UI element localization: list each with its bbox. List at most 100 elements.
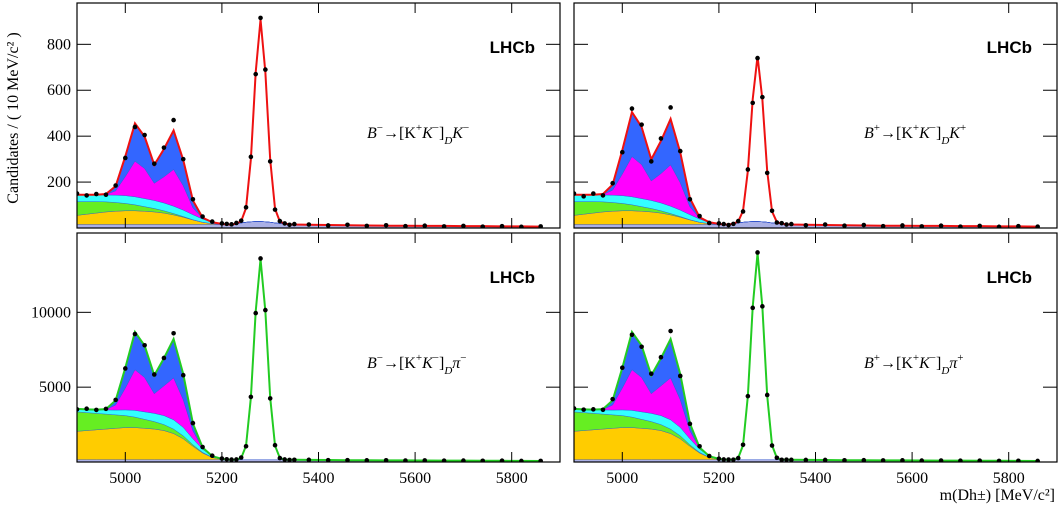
y-tick-label: 600 [47, 82, 71, 99]
signal-curve [574, 56, 1038, 228]
decay-part: K [948, 125, 961, 142]
decay-part: B [367, 355, 377, 372]
data-point [132, 331, 138, 337]
data-point [282, 221, 287, 226]
plot-area [77, 256, 543, 462]
data-point [123, 155, 128, 161]
decay-part: D [443, 365, 452, 377]
data-point [1035, 458, 1040, 462]
decay-part: − [460, 352, 466, 364]
data-point [740, 209, 746, 214]
data-point [238, 218, 244, 223]
data-point [263, 307, 268, 313]
data-point [726, 457, 731, 462]
data-point [668, 328, 673, 334]
data-point [499, 223, 505, 228]
decay-part: →[K [383, 355, 416, 372]
data-point [345, 457, 350, 462]
decay-part: + [416, 122, 422, 134]
decay-part: ] [439, 125, 444, 142]
data-point [209, 453, 215, 459]
data-point [84, 193, 89, 198]
decay-part: →[K [383, 125, 416, 142]
data-point [880, 458, 886, 462]
data-point [803, 457, 809, 462]
data-point [180, 156, 186, 162]
data-point [113, 183, 118, 188]
decay-part: + [913, 352, 919, 364]
data-point [142, 342, 147, 348]
decay-part: D [940, 365, 949, 377]
decay-part: K [918, 125, 931, 142]
data-point [996, 458, 1002, 462]
data-point [620, 149, 625, 155]
decay-label: B+→[K+K−]Dπ+ [864, 352, 964, 377]
decay-part: K [421, 125, 434, 142]
data-point [774, 220, 780, 225]
data-point [880, 223, 886, 228]
data-point [760, 94, 765, 100]
data-point [958, 224, 963, 228]
data-point [822, 457, 828, 462]
data-point [842, 223, 847, 228]
data-point [243, 443, 249, 449]
data-point [620, 365, 625, 371]
component-area [574, 427, 1038, 462]
signal-curve [77, 19, 541, 228]
decay-part: D [443, 135, 452, 147]
data-point [258, 15, 263, 21]
decay-part: →[K [880, 355, 913, 372]
decay-part: + [416, 352, 422, 364]
data-point [731, 221, 736, 227]
data-point [171, 117, 176, 123]
data-point [461, 223, 466, 228]
data-point [755, 55, 760, 61]
decay-part: D [940, 135, 949, 147]
x-tick-label: 5200 [703, 470, 735, 487]
decay-part: ] [936, 355, 941, 372]
data-point [639, 122, 644, 127]
data-point [123, 366, 128, 371]
signal-curve [77, 259, 541, 462]
component-area [77, 427, 541, 462]
data-point [272, 442, 278, 448]
data-point [422, 458, 428, 462]
data-point [668, 105, 673, 110]
data-point [383, 222, 389, 228]
y-tick-label: 800 [47, 36, 71, 53]
data-point [103, 406, 109, 412]
decay-part: + [874, 352, 880, 364]
data-point [721, 457, 727, 462]
y-tick-label: 5000 [39, 379, 71, 396]
data-point [132, 124, 138, 130]
data-point [200, 444, 205, 450]
data-point [161, 145, 167, 150]
data-point [248, 154, 254, 160]
data-point [677, 373, 683, 379]
data-point [519, 224, 524, 228]
plot-area [574, 55, 1040, 228]
data-point [706, 453, 712, 459]
x-axis-label: m(Dh±) [MeV/c²] [940, 487, 1055, 504]
data-point [209, 219, 215, 224]
data-point [803, 222, 809, 228]
data-point [499, 458, 505, 462]
data-point [755, 250, 760, 255]
data-point [234, 457, 239, 462]
data-point [822, 222, 828, 227]
data-point [229, 222, 234, 227]
data-point [697, 213, 702, 219]
data-point [677, 148, 683, 154]
data-point [735, 218, 741, 224]
data-point [779, 220, 784, 226]
data-point [267, 159, 273, 164]
data-point [639, 344, 644, 350]
data-point [697, 443, 702, 449]
data-point [900, 458, 905, 462]
decay-part: K [918, 355, 931, 372]
plot-area [77, 15, 543, 228]
data-point [977, 458, 983, 462]
x-tick-label: 5600 [896, 470, 928, 487]
decay-part: − [377, 352, 383, 364]
